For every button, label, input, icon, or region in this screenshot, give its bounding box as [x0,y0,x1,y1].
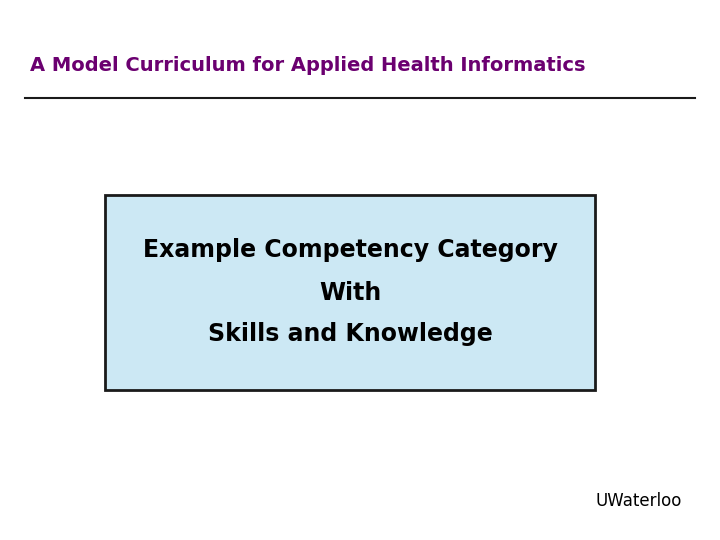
Text: With: With [319,280,381,305]
Text: A Model Curriculum for Applied Health Informatics: A Model Curriculum for Applied Health In… [30,56,585,75]
Text: Skills and Knowledge: Skills and Knowledge [207,322,492,347]
Text: Example Competency Category: Example Competency Category [143,239,557,262]
Text: UWaterloo: UWaterloo [595,492,682,510]
FancyBboxPatch shape [105,195,595,390]
